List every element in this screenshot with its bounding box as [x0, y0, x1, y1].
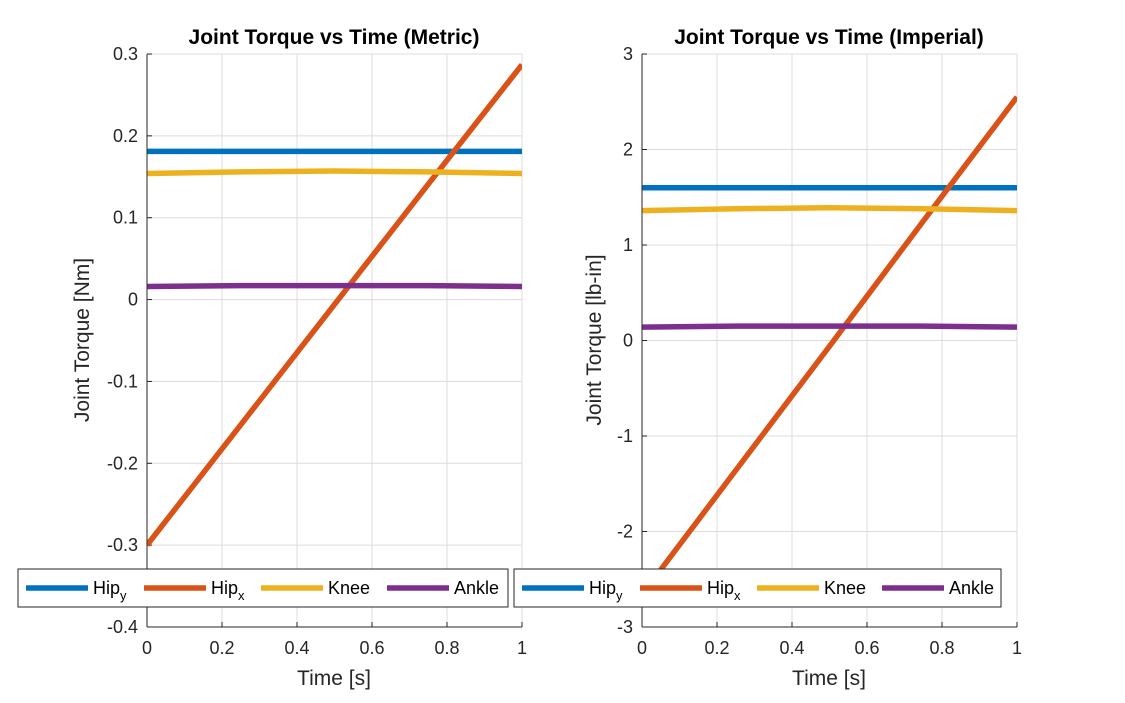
hip-x-series-line [642, 95, 1017, 597]
x-tick-label: 0.2 [209, 638, 234, 658]
legend-label-text: Knee [824, 578, 866, 598]
metric-panel: Joint Torque vs Time (Metric) Time [s] J… [17, 26, 527, 690]
y-axis-label: Joint Torque [Nm] [71, 258, 94, 422]
legend-label-hip-x: Hipx [211, 578, 245, 603]
legend-label-hip-y: Hipy [93, 578, 127, 603]
legend-label-knee: Knee [824, 578, 866, 598]
x-tick-label: 0.8 [434, 638, 459, 658]
legend-label-text: Hip [211, 578, 238, 598]
legend-label-ankle: Ankle [949, 578, 994, 598]
ankle-series-line [147, 282, 522, 290]
legend-label-text: Ankle [454, 578, 499, 598]
y-tick-label: 2 [623, 140, 633, 160]
legend-label-hip-x: Hipx [707, 578, 741, 603]
x-axis-label: Time [s] [792, 667, 866, 690]
hip-x-series-line [147, 62, 522, 547]
legend-label-subscript: x [734, 588, 741, 603]
knee-series-line [642, 205, 1017, 214]
legend: Hipy Hipx Knee Ankle [513, 568, 1002, 608]
y-tick-label: 3 [623, 44, 633, 64]
x-tick-label: 1 [517, 638, 527, 658]
y-tick-label: -0.2 [107, 453, 138, 473]
x-tick-label: 0.2 [704, 638, 729, 658]
legend-label-text: Hip [707, 578, 734, 598]
legend-label-text: Ankle [949, 578, 994, 598]
knee-series-line [147, 168, 522, 177]
plot-area: 0 0.2 0.4 0.6 0.8 1 0.3 0.2 0.1 0 -0.1 -0.2 -0.3 -0.4 [107, 44, 527, 658]
y-tick-label: -1 [617, 426, 633, 446]
plot-area: 0 0.2 0.4 0.6 0.8 1 3 2 1 0 -1 -2 -3 [617, 44, 1022, 658]
x-tick-label: 0 [142, 638, 152, 658]
legend-label-subscript: y [120, 588, 127, 603]
y-tick-label: 0.2 [113, 126, 138, 146]
y-tick-label: 0 [128, 290, 138, 310]
y-tick-label: -3 [617, 617, 633, 637]
x-tick-label: 0.6 [359, 638, 384, 658]
legend-label-text: Hip [93, 578, 120, 598]
legend-label-ankle: Ankle [454, 578, 499, 598]
legend-label-subscript: x [238, 588, 245, 603]
y-tick-label: -0.1 [107, 371, 138, 391]
legend-label-knee: Knee [328, 578, 370, 598]
x-tick-label: 0.4 [284, 638, 309, 658]
series-group [147, 62, 522, 547]
y-tick-label: 0.1 [113, 208, 138, 228]
ankle-series-line [642, 323, 1017, 330]
y-tick-label: 0.3 [113, 44, 138, 64]
y-axis-label: Joint Torque [lb-in] [583, 254, 606, 425]
y-tick-label: -0.4 [107, 617, 138, 637]
chart-title: Joint Torque vs Time (Imperial) [674, 26, 984, 49]
legend-label-subscript: y [616, 588, 623, 603]
legend-label-hip-y: Hipy [589, 578, 623, 603]
x-tick-label: 0.6 [854, 638, 879, 658]
chart-title: Joint Torque vs Time (Metric) [189, 26, 480, 49]
x-tick-label: 1 [1012, 638, 1022, 658]
legend: Hipy Hipx Knee Ankle [17, 568, 509, 608]
x-tick-label: 0.8 [929, 638, 954, 658]
x-tick-label: 0.4 [779, 638, 804, 658]
imperial-panel: Joint Torque vs Time (Imperial) Time [s]… [513, 26, 1022, 690]
x-axis-label: Time [s] [297, 667, 371, 690]
y-tick-label: 0 [623, 331, 633, 351]
x-tick-label: 0 [637, 638, 647, 658]
y-tick-label: -0.3 [107, 535, 138, 555]
series-group [642, 95, 1017, 597]
legend-label-text: Knee [328, 578, 370, 598]
y-tick-label: 1 [623, 235, 633, 255]
legend-label-text: Hip [589, 578, 616, 598]
y-tick-label: -2 [617, 522, 633, 542]
